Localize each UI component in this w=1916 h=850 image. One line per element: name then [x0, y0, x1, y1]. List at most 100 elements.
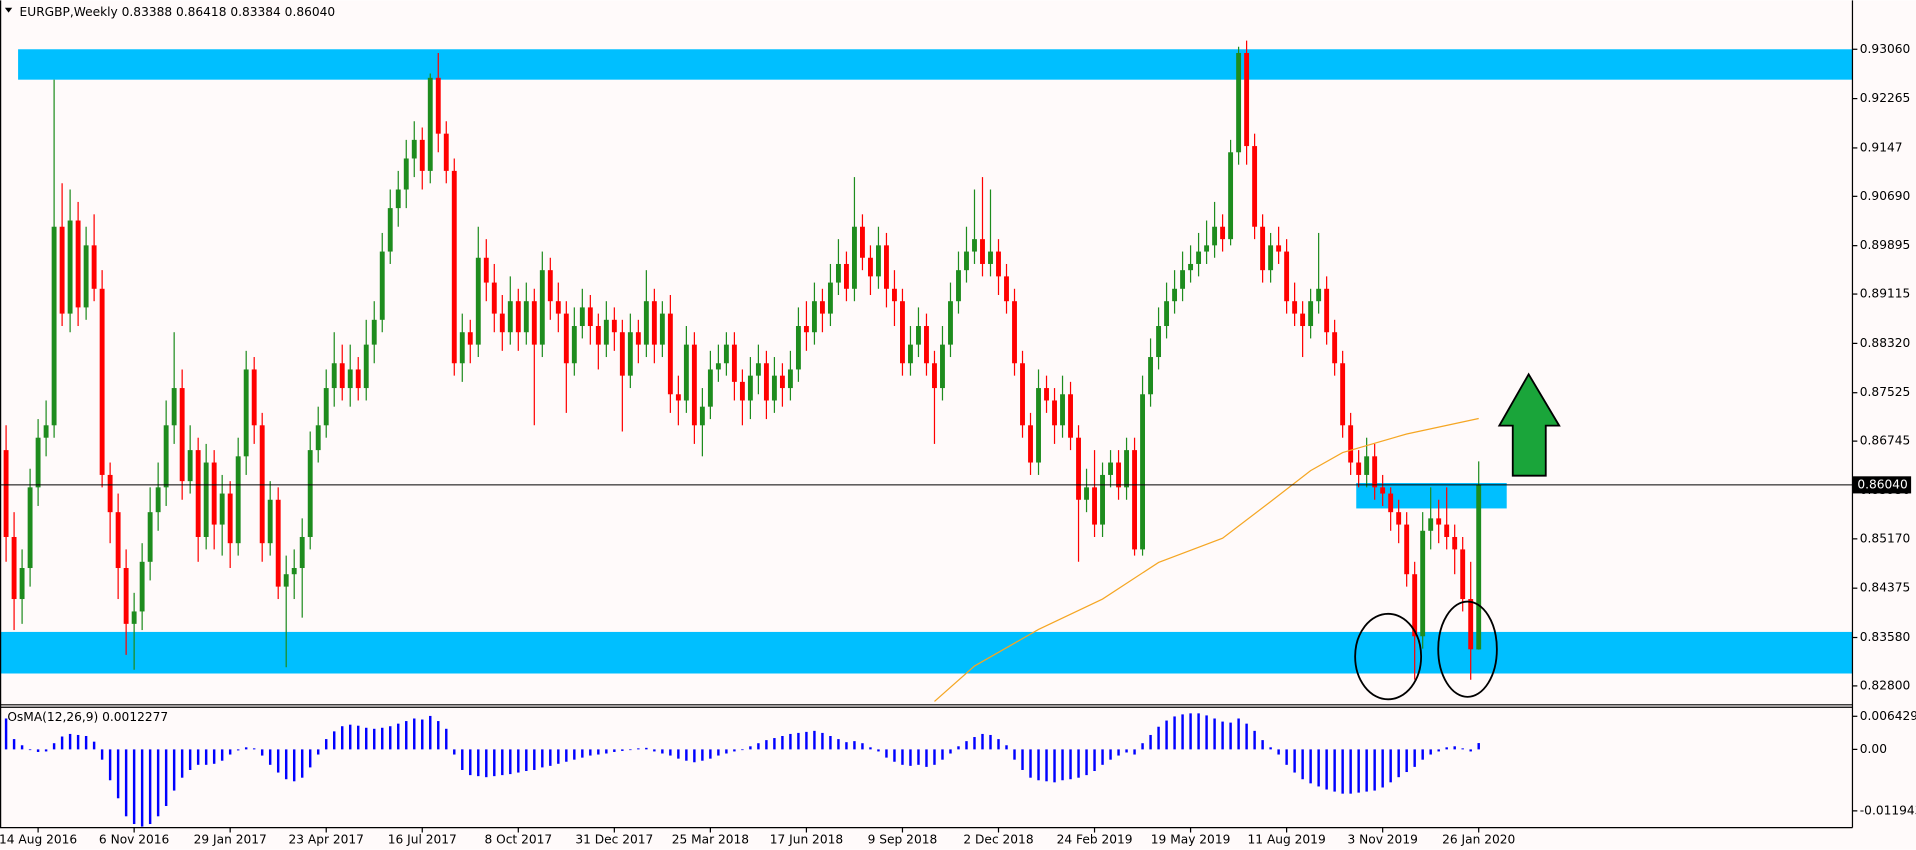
x-tick-label: 25 Mar 2018 — [672, 832, 749, 846]
osma-bar — [1149, 734, 1152, 750]
candle-body — [1292, 301, 1298, 314]
osma-bar — [108, 749, 112, 781]
candle-body — [884, 245, 889, 289]
candle-body — [1028, 425, 1033, 463]
osma-bar — [1109, 749, 1112, 760]
osma-bar — [1093, 749, 1096, 772]
osma-bar — [228, 749, 232, 755]
x-tick-label: 11 Aug 2019 — [1248, 832, 1326, 846]
candle-body — [1284, 251, 1290, 302]
osma-bar — [1477, 743, 1480, 750]
osma-bar — [1333, 749, 1336, 792]
candle-body — [275, 499, 281, 587]
candle-body — [475, 257, 481, 345]
osma-bar — [389, 726, 392, 750]
osma-bar — [1021, 749, 1024, 770]
osma-bar — [501, 749, 504, 776]
candle-body — [155, 487, 161, 513]
osma-bar — [701, 749, 704, 761]
osma-bar — [236, 749, 240, 751]
candle-body — [1452, 536, 1458, 550]
candle-body — [667, 313, 673, 395]
candle-body — [1124, 450, 1129, 488]
candle-body — [1116, 462, 1121, 488]
y-tick-label: 0.87525 — [1860, 385, 1910, 399]
x-tick-label: 31 Dec 2017 — [575, 832, 653, 846]
osma-bar — [1173, 716, 1176, 750]
candle-body — [195, 450, 201, 537]
candle-body — [147, 512, 153, 562]
candle-body — [731, 344, 737, 382]
osma-bar — [76, 734, 80, 750]
y-tick-label: 0.90690 — [1860, 189, 1910, 203]
candle-body — [940, 344, 945, 389]
osma-bar — [677, 749, 680, 759]
osma-bar — [605, 749, 608, 754]
osma-bar — [1421, 749, 1424, 760]
osma-bar — [965, 741, 968, 750]
osma-bar — [749, 746, 752, 750]
osma-bar — [1061, 749, 1064, 781]
x-tick-label: 8 Oct 2017 — [484, 832, 552, 846]
candle-body — [427, 77, 433, 171]
y-tick-label: 0.9147 — [1860, 140, 1903, 154]
osma-bar — [853, 741, 856, 750]
candle-body — [827, 282, 833, 314]
osma-bar — [1357, 749, 1360, 793]
candle-body — [1188, 263, 1194, 271]
osma-bar — [549, 749, 552, 766]
candle-body — [699, 406, 705, 426]
osma-bar — [917, 749, 920, 765]
x-tick-label: 29 Jan 2017 — [194, 832, 267, 846]
osma-bar — [92, 741, 96, 750]
candle-body — [1004, 276, 1009, 302]
osma-bar — [821, 732, 824, 750]
osma-bar — [469, 749, 472, 776]
candle-body — [1476, 484, 1482, 650]
osma-bar — [397, 723, 400, 750]
osma-bar — [1453, 746, 1456, 750]
candle-body — [1340, 363, 1346, 426]
osma-bar — [533, 749, 536, 770]
candle-body — [259, 425, 265, 544]
osma-bar — [685, 749, 688, 761]
osma-bar — [933, 749, 936, 765]
osma-bar — [733, 749, 736, 752]
candle-body — [339, 363, 345, 389]
osma-bar — [349, 724, 352, 750]
candle-body — [691, 344, 697, 426]
osma-bar — [1037, 749, 1040, 781]
osma-bar — [509, 749, 512, 775]
x-tick-label: 9 Sep 2018 — [868, 832, 938, 846]
candle-body — [964, 251, 969, 271]
candle-body — [988, 251, 993, 264]
osma-bar — [132, 749, 136, 825]
candle-body — [1428, 518, 1434, 531]
osma-bar — [84, 735, 88, 750]
osma-bar — [1229, 722, 1232, 750]
candle-body — [1220, 226, 1226, 240]
candle-body — [1060, 394, 1065, 426]
osma-bar — [276, 749, 280, 773]
osma-bar — [244, 747, 248, 750]
candle-body — [1068, 394, 1073, 438]
osma-bar — [413, 718, 416, 750]
osma-bar — [1413, 749, 1416, 767]
candle-body — [868, 257, 873, 277]
osma-bar — [613, 749, 616, 752]
osma-bar — [1277, 749, 1280, 755]
osma-bar — [4, 718, 8, 750]
candle-body — [1380, 487, 1386, 494]
candle-body — [996, 251, 1001, 277]
osma-bar — [869, 747, 872, 750]
osma-bar — [989, 734, 992, 750]
candle-body — [27, 487, 33, 569]
osma-bar — [645, 747, 648, 750]
osma-bar — [332, 731, 336, 750]
candle-body — [811, 301, 817, 333]
circle-marker — [1437, 600, 1498, 698]
candle-body — [347, 369, 353, 389]
candle-body — [35, 437, 41, 488]
candle-body — [451, 170, 457, 364]
